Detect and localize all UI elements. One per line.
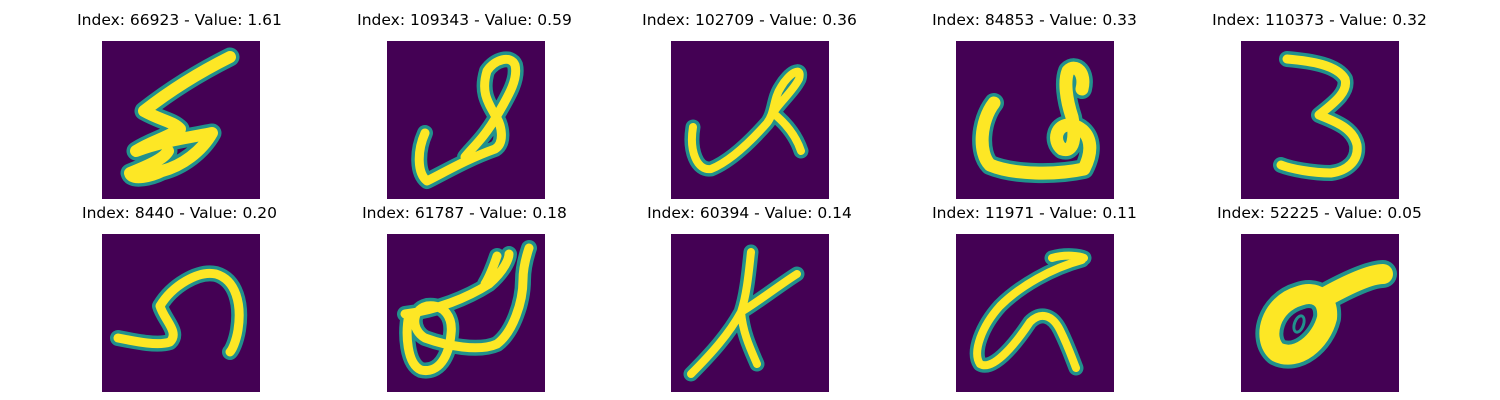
panel-title: Index: 66923 - Value: 1.61	[77, 11, 282, 29]
glyph-svg	[956, 234, 1114, 392]
glyph-svg	[102, 41, 260, 199]
glyph-svg	[387, 41, 545, 199]
panel-60394: Index: 60394 - Value: 0.14	[607, 199, 892, 392]
digit-image	[956, 41, 1114, 199]
glyph-svg	[1241, 41, 1399, 199]
panel-11971: Index: 11971 - Value: 0.11	[892, 199, 1177, 392]
panel-52225: Index: 52225 - Value: 0.05	[1177, 199, 1462, 392]
digit-image	[1241, 234, 1399, 392]
digit-image	[671, 234, 829, 392]
digit-image	[956, 234, 1114, 392]
glyph-svg	[387, 234, 545, 392]
glyph-svg	[102, 234, 260, 392]
panel-title: Index: 102709 - Value: 0.36	[642, 11, 857, 29]
panel-102709: Index: 102709 - Value: 0.36	[607, 6, 892, 199]
panel-title: Index: 52225 - Value: 0.05	[1217, 204, 1422, 222]
panel-84853: Index: 84853 - Value: 0.33	[892, 6, 1177, 199]
panel-title: Index: 8440 - Value: 0.20	[82, 204, 277, 222]
panel-title: Index: 61787 - Value: 0.18	[362, 204, 567, 222]
panel-8440: Index: 8440 - Value: 0.20	[37, 199, 322, 392]
panel-61787: Index: 61787 - Value: 0.18	[322, 199, 607, 392]
digit-image	[387, 41, 545, 199]
panel-title: Index: 109343 - Value: 0.59	[357, 11, 572, 29]
panel-66923: Index: 66923 - Value: 1.61	[37, 6, 322, 199]
glyph-svg	[671, 234, 829, 392]
digit-image	[102, 41, 260, 199]
glyph-svg	[671, 41, 829, 199]
glyph-svg	[956, 41, 1114, 199]
panel-title: Index: 110373 - Value: 0.32	[1212, 11, 1427, 29]
panel-title: Index: 11971 - Value: 0.11	[932, 204, 1137, 222]
digit-image	[102, 234, 260, 392]
glyph-svg	[1241, 234, 1399, 392]
panel-109343: Index: 109343 - Value: 0.59	[322, 6, 607, 199]
digit-image	[671, 41, 829, 199]
panel-110373: Index: 110373 - Value: 0.32	[1177, 6, 1462, 199]
panel-title: Index: 84853 - Value: 0.33	[932, 11, 1137, 29]
panel-title: Index: 60394 - Value: 0.14	[647, 204, 852, 222]
digit-image	[1241, 41, 1399, 199]
digit-image	[387, 234, 545, 392]
